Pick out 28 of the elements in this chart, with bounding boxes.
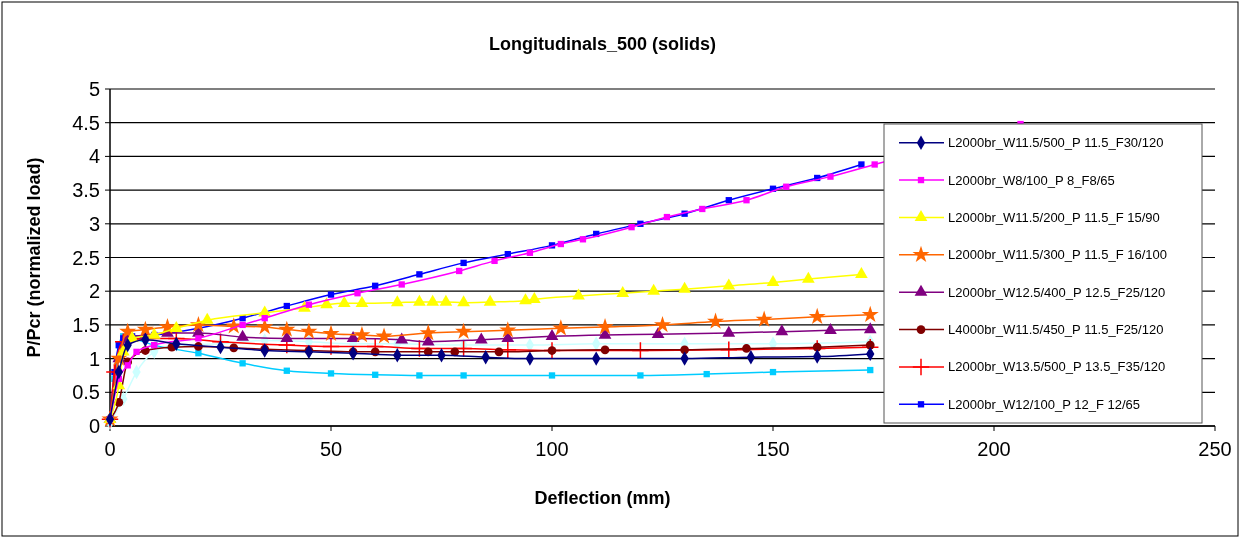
x-tick-label: 200 <box>977 438 1011 460</box>
legend-label: L2000br_W8/100_P 8_F8/65 <box>948 172 1115 188</box>
chart-title: Longitudinals_500 (solids) <box>488 34 717 54</box>
y-tick-label: 4 <box>88 145 100 168</box>
x-axis-title: Deflection (mm) <box>534 488 671 508</box>
y-tick-label: 0 <box>88 415 100 437</box>
x-tick-label: 50 <box>319 438 343 460</box>
y-tick-label: 4.5 <box>72 111 100 134</box>
legend-label: L2000br_W13.5/500_P 13.5_F35/120 <box>948 359 1166 375</box>
y-axis-title: P/Pcr (normalized load) <box>24 157 44 358</box>
legend-label: L2000br_W11.5/300_P 11.5_F 16/100 <box>948 247 1168 263</box>
y-tick-label: 5 <box>88 78 100 100</box>
y-tick-label: 1 <box>88 347 100 370</box>
y-tick-label: 2.5 <box>72 246 100 269</box>
y-tick-label: 1.5 <box>72 313 100 336</box>
x-tick-label: 250 <box>1198 438 1232 460</box>
x-tick-label: 150 <box>756 438 790 460</box>
legend-label: L2000br_W11.5/200_P 11.5_F 15/90 <box>948 209 1160 225</box>
legend-label: L2000br_W12.5/400_P 12.5_F25/120 <box>948 284 1166 300</box>
y-tick-label: 3.5 <box>72 179 100 202</box>
x-tick-label: 0 <box>104 438 116 460</box>
x-tick-label: 100 <box>535 438 569 460</box>
legend-label: L4000br_W11.5/450_P 11.5_F25/120 <box>948 322 1164 338</box>
legend-label: L2000br_W11.5/500_P 11.5_F30/120 <box>948 135 1164 151</box>
y-tick-label: 3 <box>88 212 100 235</box>
y-tick-label: 0.5 <box>72 381 100 404</box>
legend-label: L2000br_W12/100_P 12_F 12/65 <box>948 396 1141 412</box>
y-tick-label: 2 <box>88 280 100 303</box>
